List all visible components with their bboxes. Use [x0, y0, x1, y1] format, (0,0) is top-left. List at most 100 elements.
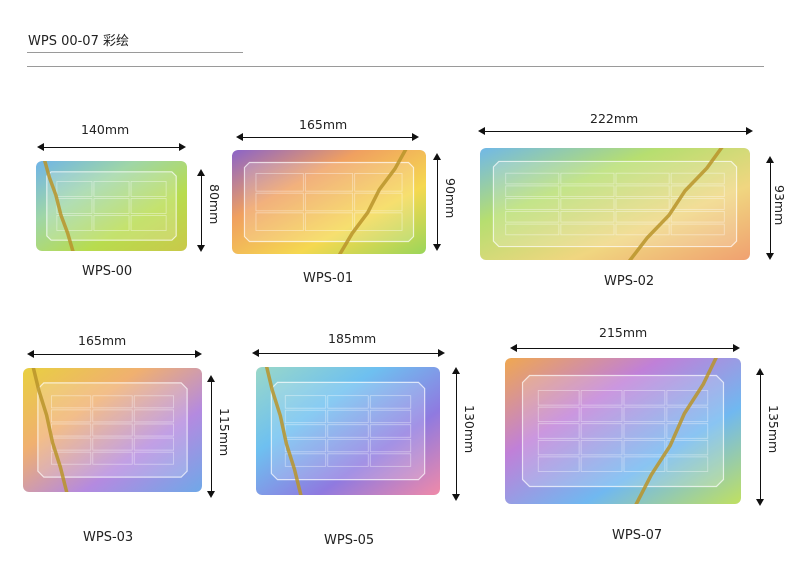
tray-compartment	[255, 212, 304, 231]
width-dimension-arrow	[510, 343, 740, 355]
tray-compartment	[505, 185, 560, 198]
width-label: 165mm	[78, 333, 127, 348]
tray-compartment	[615, 172, 670, 185]
tray-body	[256, 367, 440, 495]
tray-compartment	[369, 424, 412, 438]
tray-compartment	[537, 390, 580, 406]
height-label: 93mm	[772, 185, 787, 226]
tray-body	[232, 150, 426, 254]
gold-marble-vein	[634, 358, 718, 504]
tray-compartment	[130, 181, 167, 197]
tray-rim	[243, 161, 415, 243]
tray-compartment	[50, 409, 92, 423]
width-label: 165mm	[299, 117, 348, 132]
tray-compartment	[327, 424, 369, 438]
tray-image	[36, 161, 187, 251]
section-divider	[27, 66, 764, 67]
tray-compartment	[505, 172, 560, 185]
tray-compartment	[537, 439, 580, 456]
tray-compartment	[304, 173, 354, 192]
tray-compartment	[580, 456, 623, 472]
tray-compartment	[304, 192, 354, 212]
tray-rim	[270, 381, 426, 481]
tray-graphic	[256, 367, 440, 495]
width-label: 222mm	[590, 111, 639, 126]
width-label: 215mm	[599, 325, 648, 340]
tray-body	[505, 358, 741, 504]
tray-body	[36, 161, 187, 251]
height-label: 115mm	[217, 408, 232, 457]
tray-rim	[46, 171, 177, 241]
tray-compartment	[560, 185, 615, 198]
tray-compartment	[304, 212, 354, 231]
page-title: WPS 00-07 彩绘	[28, 34, 129, 49]
tray-compartment	[92, 451, 133, 465]
tray-compartment	[92, 395, 133, 409]
height-dimension-arrow	[432, 153, 444, 251]
tray-compartment	[369, 395, 412, 409]
width-dimension-arrow	[27, 349, 202, 361]
tray-compartment	[369, 453, 412, 467]
tray-compartment	[130, 198, 167, 214]
tray-image	[256, 367, 440, 495]
width-dimension-arrow	[252, 348, 445, 360]
tray-compartment	[615, 198, 670, 210]
tray-rim	[37, 382, 188, 478]
tray-compartment	[560, 172, 615, 185]
tray-image	[23, 368, 202, 492]
tray-compartment	[537, 406, 580, 423]
height-label: 130mm	[462, 405, 477, 454]
model-label: WPS-03	[83, 530, 134, 545]
tray-compartment	[580, 439, 623, 456]
tray-compartment	[56, 181, 93, 197]
tray-compartment	[670, 198, 725, 210]
tray-image	[232, 150, 426, 254]
model-label: WPS-02	[604, 274, 655, 289]
tray-compartment	[327, 453, 369, 467]
tray-compartment	[92, 409, 133, 423]
tray-compartment	[327, 395, 369, 409]
tray-compartment	[93, 215, 130, 231]
tray-image	[505, 358, 741, 504]
tray-rim	[521, 374, 725, 488]
tray-compartment	[623, 423, 666, 439]
tray-compartment	[354, 212, 403, 231]
tray-compartment	[537, 423, 580, 439]
tray-graphic	[505, 358, 741, 504]
tray-compartment	[666, 423, 709, 439]
tray-compartment	[92, 437, 133, 451]
tray-compartment	[580, 406, 623, 423]
tray-compartment	[56, 215, 93, 231]
tray-compartment	[623, 406, 666, 423]
tray-compartment	[505, 223, 560, 236]
tray-compartment	[670, 210, 725, 223]
gold-marble-vein	[31, 368, 69, 492]
tray-graphic	[232, 150, 426, 254]
tray-compartment	[623, 439, 666, 456]
tray-rim	[492, 160, 738, 248]
width-label: 140mm	[81, 122, 130, 137]
height-label: 90mm	[443, 178, 458, 219]
tray-compartment	[505, 198, 560, 210]
gold-marble-vein	[337, 150, 408, 254]
tray-compartment	[560, 223, 615, 236]
width-dimension-arrow	[37, 142, 186, 154]
tray-compartment	[560, 210, 615, 223]
model-label: WPS-05	[324, 533, 375, 548]
tray-compartment	[327, 409, 369, 424]
tray-compartment	[670, 185, 725, 198]
tray-compartment	[623, 390, 666, 406]
tray-compartment	[505, 210, 560, 223]
tray-compartment	[623, 456, 666, 472]
tray-compartment	[615, 223, 670, 236]
height-dimension-arrow	[755, 368, 767, 506]
tray-graphic	[23, 368, 202, 492]
tray-compartment	[327, 438, 369, 453]
tray-compartment	[50, 451, 92, 465]
width-label: 185mm	[328, 331, 377, 346]
height-dimension-arrow	[206, 375, 218, 498]
tray-compartment	[560, 198, 615, 210]
height-label: 135mm	[766, 405, 781, 454]
tray-compartment	[50, 395, 92, 409]
tray-compartment	[537, 456, 580, 472]
